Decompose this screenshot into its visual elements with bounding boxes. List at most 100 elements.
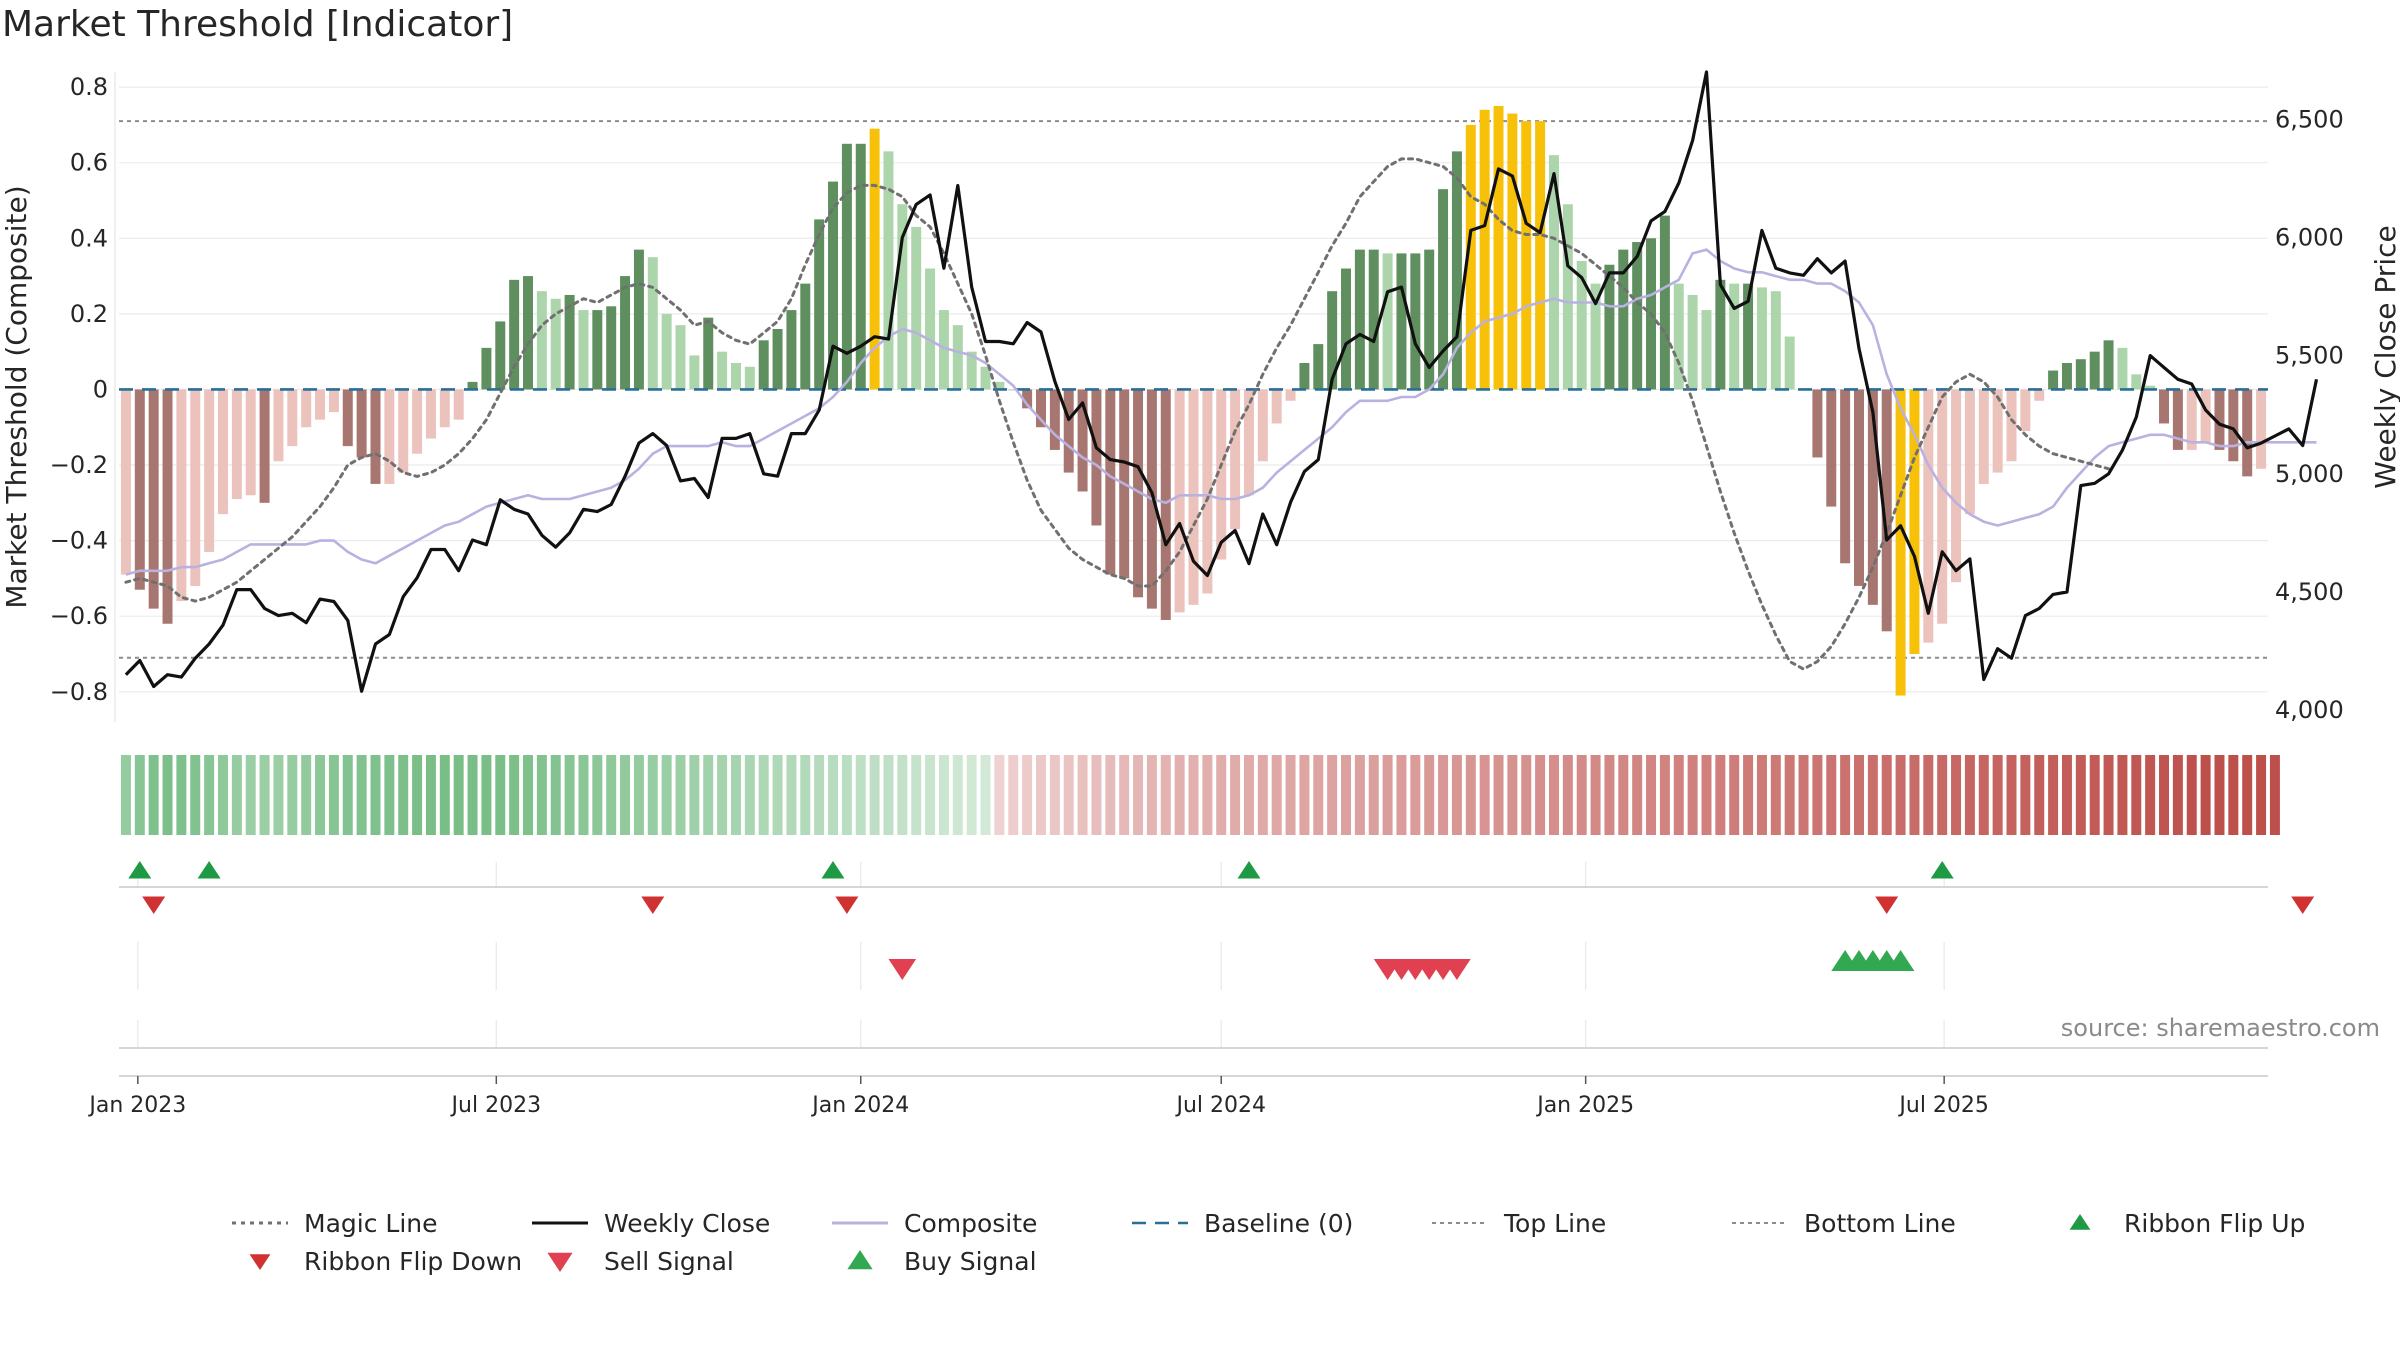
composite-bar (758, 340, 769, 390)
composite-bar (855, 143, 866, 390)
composite-bar (980, 366, 991, 390)
ribbon-cell (328, 755, 339, 835)
composite-bar (1826, 389, 1837, 507)
composite-bar (1840, 389, 1851, 564)
composite-bar (1271, 389, 1282, 424)
ribbon-cell (315, 755, 326, 835)
composite-bar (536, 291, 547, 390)
y-tick-label-left: −0.8 (50, 678, 108, 706)
legend-item: Ribbon Flip Down (230, 1244, 522, 1278)
ribbon-cell (453, 755, 464, 835)
ribbon-cell (287, 755, 298, 835)
composite-bar (897, 204, 908, 390)
ribbon-cell (1507, 755, 1518, 835)
composite-bar (647, 257, 658, 390)
ribbon-strip (120, 755, 2280, 835)
legend-item: Bottom Line (1730, 1206, 1956, 1240)
ribbon-cell (1451, 755, 1462, 835)
composite-bar (204, 389, 215, 552)
ribbon-cell (2034, 755, 2045, 835)
composite-bar (287, 389, 298, 447)
composite-bar (730, 362, 741, 390)
x-tick-label: Jul 2025 (1897, 1093, 1989, 1118)
ribbon-cell (1313, 755, 1324, 835)
composite-bar (1022, 389, 1033, 409)
legend-label: Ribbon Flip Up (2124, 1208, 2306, 1238)
ribbon-cell (2061, 755, 2072, 835)
ribbon-cell (1465, 755, 1476, 835)
composite-bar (190, 389, 201, 586)
composite-bar (1285, 389, 1296, 401)
ribbon-cell (1659, 755, 1670, 835)
ribbon-cell (938, 755, 949, 835)
composite-bar (259, 389, 270, 503)
ribbon-cell (911, 755, 922, 835)
ribbon-cell (925, 755, 936, 835)
ribbon-cell (2089, 755, 2100, 835)
composite-bar (1992, 389, 2003, 473)
ribbon-cell (439, 755, 450, 835)
ribbon-cell (2242, 755, 2253, 835)
ribbon-cell (2269, 755, 2280, 835)
ribbon-cell (1978, 755, 1989, 835)
ribbon-cell (162, 755, 173, 835)
composite-bar (786, 310, 797, 390)
ribbon-cell (148, 755, 159, 835)
composite-bar (925, 268, 936, 390)
composite-bar (675, 325, 686, 390)
composite-bar (301, 389, 312, 428)
composite-bars (120, 106, 2267, 696)
ribbon-cell (398, 755, 409, 835)
legend-item: Sell Signal (530, 1244, 734, 1278)
composite-bar (1451, 151, 1462, 390)
ribbon-cell (1521, 755, 1532, 835)
legend-swatch-icon (249, 1254, 271, 1270)
ribbon-cell (2006, 755, 2017, 835)
composite-bar (1770, 291, 1781, 390)
composite-bar (1521, 121, 1532, 390)
ribbon-cell (356, 755, 367, 835)
y-tick-label-right: 5,500 (2275, 342, 2344, 370)
axes: 0.8 0.6 0.4 0.2 0 −0.2 −0.4 −0.6 −0.8 6,500 6,000 5… (0, 72, 2400, 724)
ribbon-cell (1951, 755, 1962, 835)
composite-bar (1923, 389, 1934, 643)
ribbon-cell (273, 755, 284, 835)
legend-label: Top Line (1504, 1208, 1607, 1238)
composite-bar (994, 381, 1005, 390)
ribbon-cell (786, 755, 797, 835)
composite-bar (2200, 389, 2211, 443)
legend-swatch-icon (232, 1221, 288, 1225)
ribbon-cell (1202, 755, 1213, 835)
composite-bar (1854, 389, 1864, 586)
ribbon-cell (412, 755, 423, 835)
composite-bar (1590, 283, 1601, 390)
x-tick-label: Jul 2023 (450, 1093, 542, 1118)
composite-bar (134, 389, 145, 590)
composite-bar (1216, 389, 1227, 560)
ribbon-cell (869, 755, 880, 835)
composite-bar (439, 389, 450, 428)
ribbon-cell (1923, 755, 1934, 835)
ribbon-cell (523, 755, 533, 835)
composite-bar (1562, 204, 1573, 390)
ribbon-cell (1895, 755, 1906, 835)
x-tick-label: Jul 2024 (1174, 1093, 1266, 1118)
ribbon-cell (952, 755, 963, 835)
ribbon-cell (1146, 755, 1157, 835)
composite-bar (2006, 389, 2017, 462)
ribbon-flip-down-marker (142, 896, 166, 914)
ribbon-cell (1632, 755, 1643, 835)
composite-bar (398, 389, 409, 473)
ribbon-cell (606, 755, 617, 835)
series-lines (119, 70, 2319, 693)
composite-bar (1867, 389, 1878, 605)
composite-bar (481, 347, 492, 390)
composite-bar (1881, 389, 1892, 632)
legend-item: Ribbon Flip Up (2050, 1206, 2305, 1240)
composite-bar (1174, 389, 1185, 613)
magic-line (124, 157, 2111, 671)
composite-bar (1909, 389, 1920, 654)
composite-bar (2103, 340, 2114, 390)
composite-bar (509, 279, 520, 390)
composite-bar (1008, 389, 1019, 391)
